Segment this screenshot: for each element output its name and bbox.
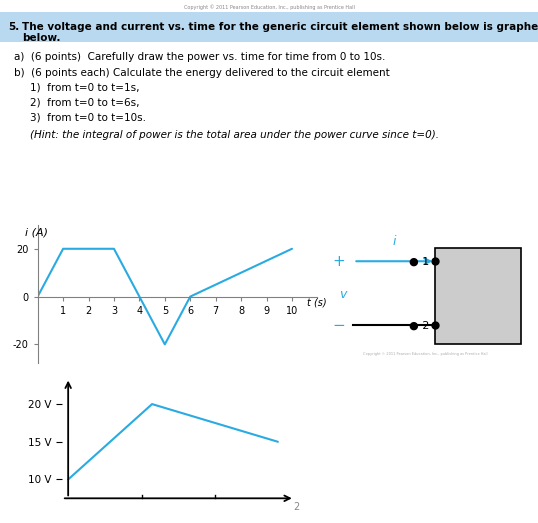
Text: ● 2: ● 2 [409, 320, 429, 331]
Text: 1)  from t=0 to t=1s,: 1) from t=0 to t=1s, [30, 83, 139, 93]
Text: v: v [339, 288, 347, 301]
Text: b)  (6 points each) Calculate the energy delivered to the circuit element: b) (6 points each) Calculate the energy … [14, 68, 390, 78]
Text: 3)  from t=0 to t=10s.: 3) from t=0 to t=10s. [30, 113, 146, 123]
Bar [435, 248, 521, 344]
Text: −: − [333, 318, 345, 333]
Text: Copyright © 2011 Pearson Education, Inc., publishing as Prentice Hall: Copyright © 2011 Pearson Education, Inc.… [183, 4, 355, 9]
Text: The voltage and current vs. time for the generic circuit element shown below is : The voltage and current vs. time for the… [22, 22, 538, 32]
Bar [0, 12, 538, 42]
Text: t (s): t (s) [307, 298, 327, 308]
Text: ● 1: ● 1 [409, 256, 429, 266]
Text: 2: 2 [294, 502, 300, 512]
Text: +: + [333, 254, 345, 269]
Text: i (A): i (A) [25, 228, 48, 237]
Text: (Hint: the integral of power is the total area under the power curve since t=0).: (Hint: the integral of power is the tota… [30, 130, 439, 140]
Text: 2)  from t=0 to t=6s,: 2) from t=0 to t=6s, [30, 98, 139, 108]
Text: 5.: 5. [8, 22, 19, 32]
Text: i: i [393, 235, 396, 248]
Text: a)  (6 points)  Carefully draw the power vs. time for time from 0 to 10s.: a) (6 points) Carefully draw the power v… [14, 52, 385, 62]
Text: below.: below. [22, 33, 60, 43]
Text: Copyright © 2011 Pearson Education, Inc., publishing as Prentice Hall: Copyright © 2011 Pearson Education, Inc.… [363, 353, 487, 357]
